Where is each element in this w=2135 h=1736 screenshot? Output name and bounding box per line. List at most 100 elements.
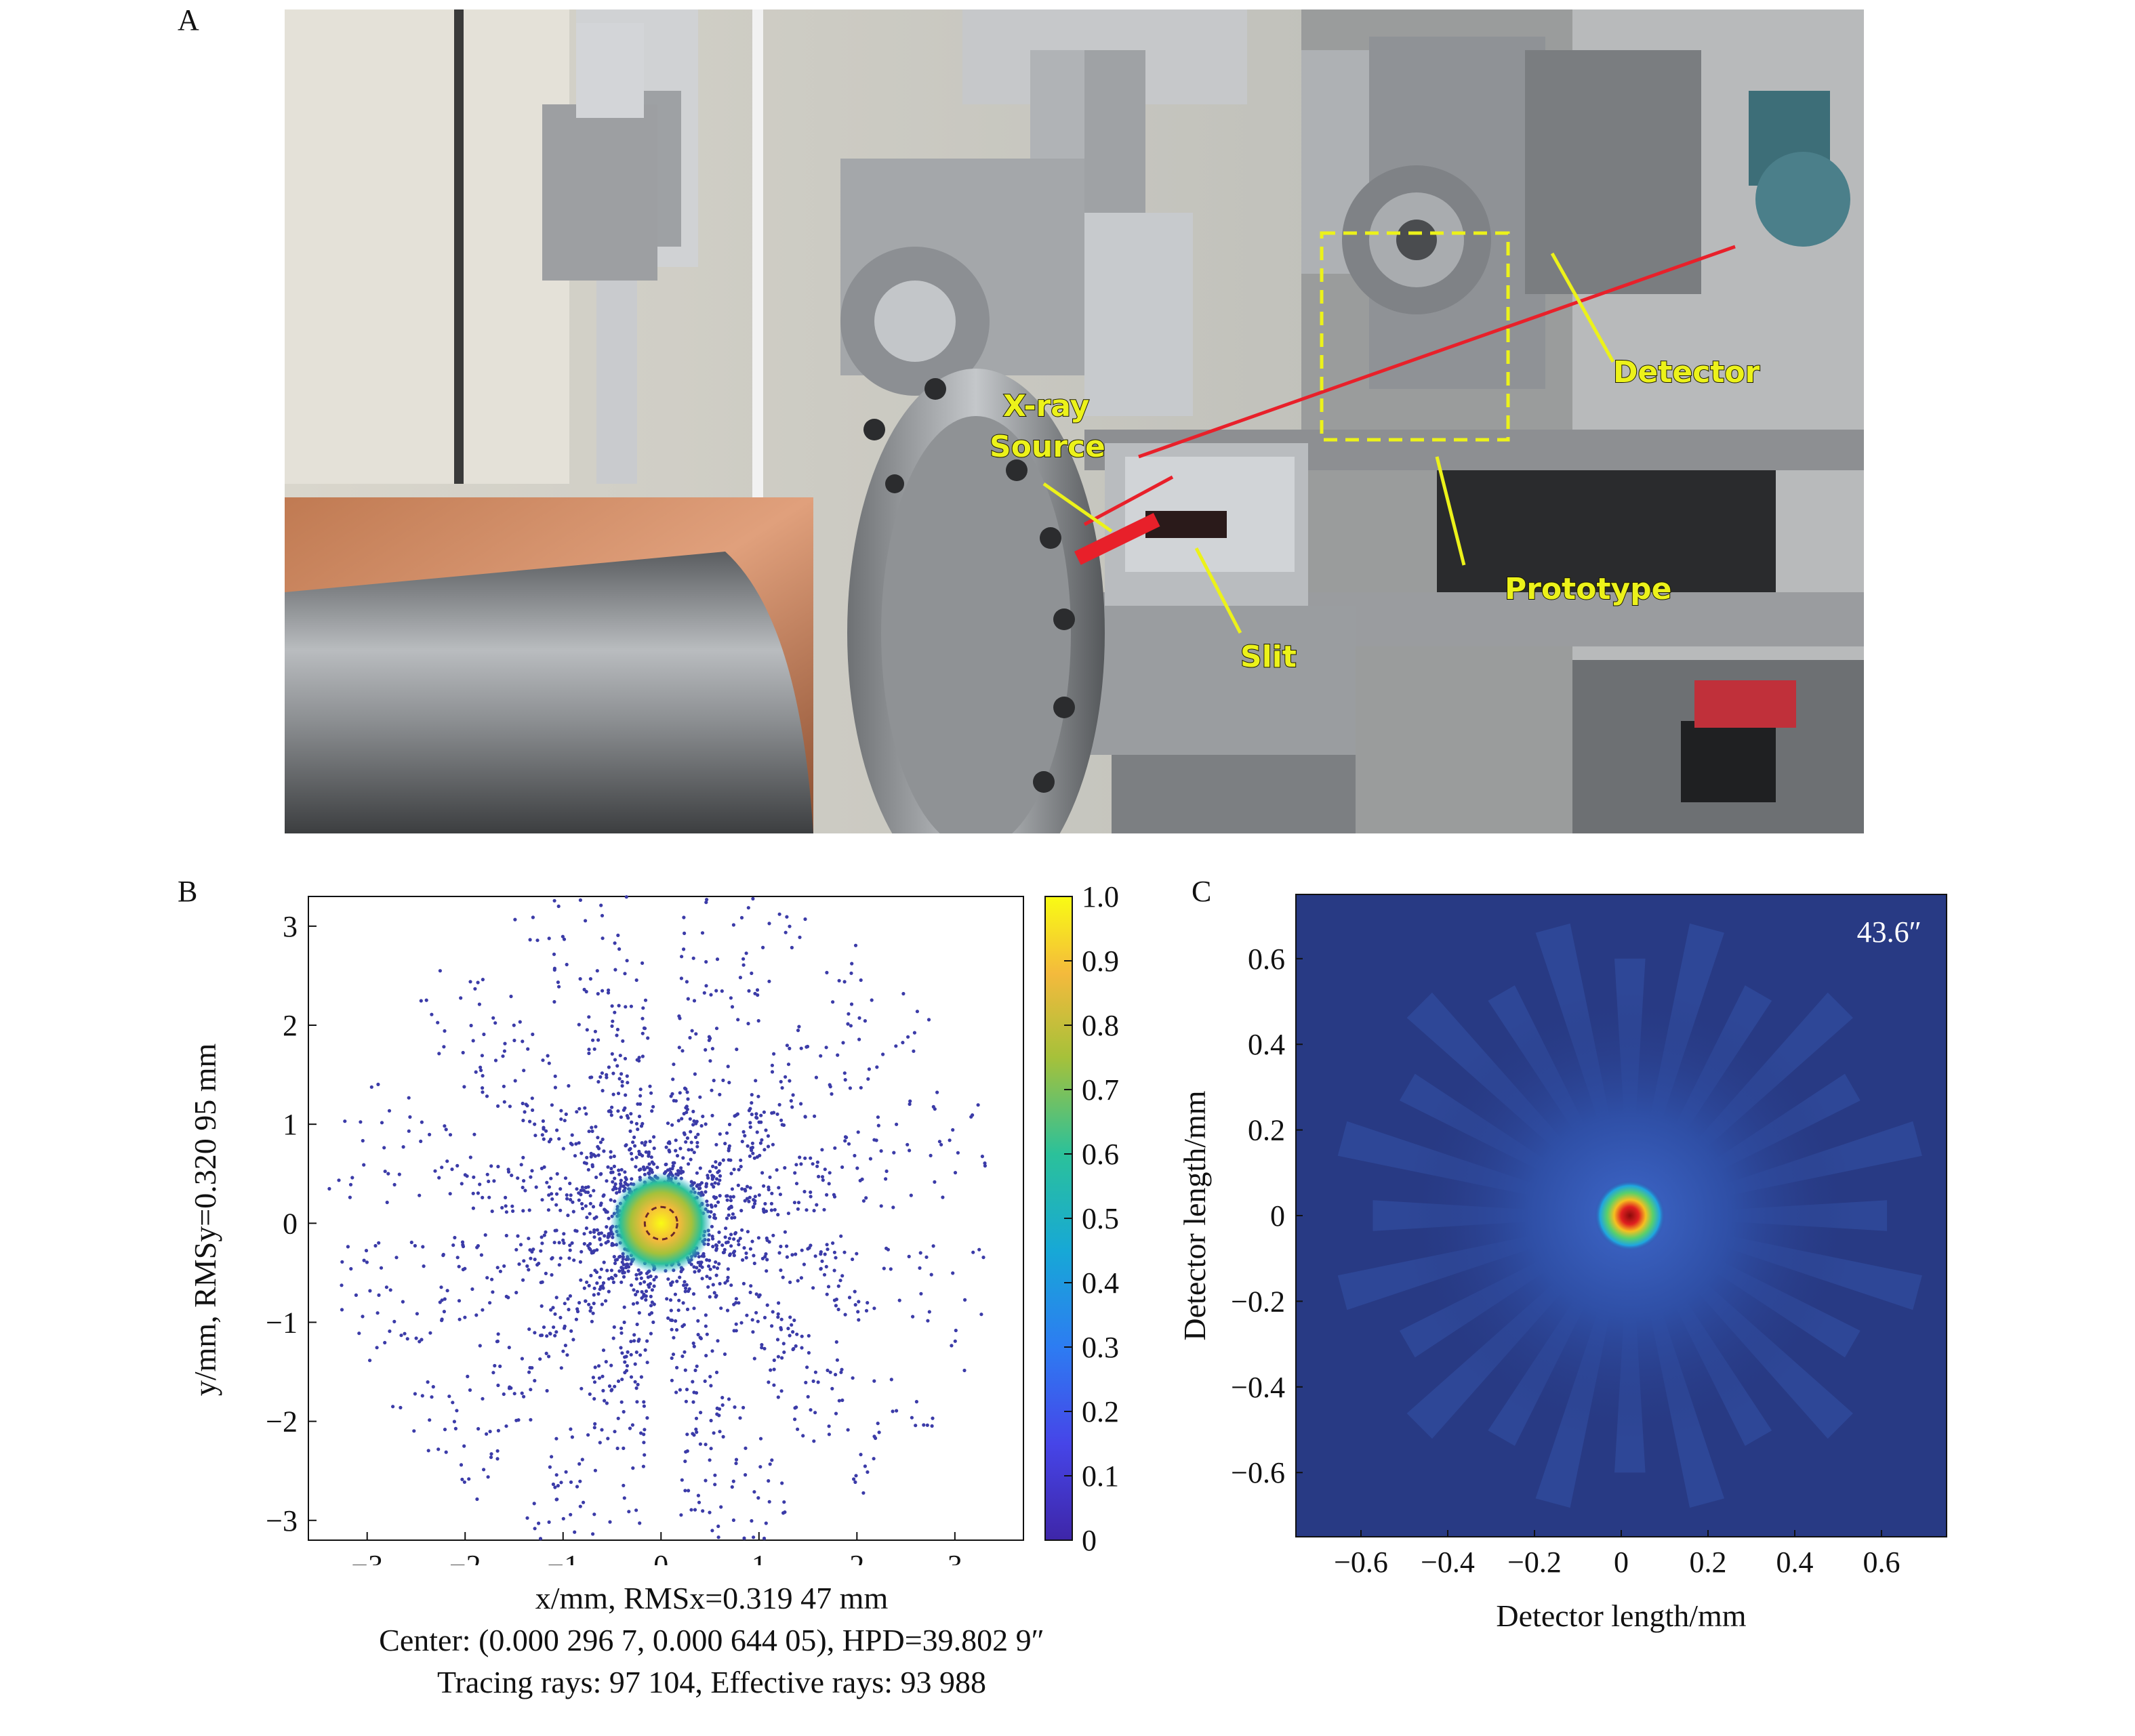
- scatter-point: [592, 1228, 596, 1232]
- scatter-point: [448, 1133, 453, 1137]
- scatter-point: [580, 1185, 585, 1189]
- scatter-point: [800, 1334, 804, 1338]
- scatter-point: [734, 1301, 738, 1305]
- scatter-point: [720, 1243, 725, 1247]
- scatter-point: [750, 1239, 754, 1243]
- scatter-point: [385, 1200, 389, 1205]
- label-xray-source-1: X-ray: [1003, 389, 1089, 423]
- scatter-point: [794, 1182, 799, 1186]
- scatter-point: [691, 1380, 695, 1384]
- scatter-point: [593, 1268, 597, 1273]
- scatter-point: [727, 1081, 731, 1085]
- scatter-point: [713, 1216, 718, 1220]
- scatter-point: [733, 1114, 737, 1118]
- scatter-point: [552, 952, 556, 956]
- scatter-point: [782, 1350, 786, 1355]
- scatter-point: [741, 1130, 746, 1134]
- scatter-point: [953, 1339, 957, 1343]
- scatter-point: [709, 1203, 713, 1207]
- scatter-point: [733, 1405, 737, 1409]
- experiment-photo-illustration: X-ray Source Slit Prototype Detector: [285, 9, 1864, 833]
- scatter-point: [977, 1247, 981, 1252]
- scatter-point: [718, 1178, 722, 1182]
- scatter-point: [569, 1197, 573, 1202]
- scatter-point: [553, 1334, 557, 1338]
- scatter-point: [561, 1238, 565, 1242]
- scatter-point: [699, 1411, 703, 1415]
- scatter-point: [596, 1364, 601, 1368]
- scatter-point: [866, 1470, 870, 1474]
- scatter-point: [633, 1380, 637, 1384]
- scatter-point: [694, 1391, 699, 1395]
- scatter-point: [780, 1481, 784, 1485]
- scatter-point: [851, 1376, 855, 1380]
- x-tick-label-c: −0.2: [1507, 1546, 1562, 1579]
- scatter-point: [768, 1175, 772, 1179]
- scatter-point: [740, 1140, 744, 1144]
- scatter-point: [704, 1313, 708, 1317]
- scatter-point: [762, 1315, 767, 1320]
- scatter-point: [753, 1199, 757, 1203]
- scatter-point: [743, 1199, 747, 1203]
- scatter-point: [561, 934, 565, 938]
- scatter-point: [533, 1331, 537, 1335]
- scatter-point: [891, 1205, 895, 1210]
- scatter-point: [610, 1105, 614, 1109]
- scatter-point: [755, 1130, 759, 1134]
- scatter-point: [852, 1477, 856, 1481]
- scatter-point: [571, 1210, 575, 1214]
- scatter-point: [711, 1283, 715, 1287]
- scatter-point: [927, 1310, 931, 1314]
- scatter-point: [620, 1351, 624, 1355]
- scatter-point: [954, 1328, 958, 1333]
- scatter-point: [739, 1209, 744, 1213]
- scatter-point: [622, 1305, 626, 1309]
- scatter-point: [686, 1097, 690, 1101]
- scatter-point: [554, 1473, 558, 1477]
- scatter-point: [650, 1300, 654, 1304]
- scatter-point: [670, 1327, 674, 1331]
- scatter-point: [740, 1228, 744, 1232]
- scatter-point: [575, 1229, 579, 1233]
- scatter-point: [691, 1292, 696, 1296]
- scatter-point: [788, 924, 792, 928]
- scatter-point: [794, 1344, 798, 1348]
- scatter-point: [707, 1035, 711, 1039]
- scatter-point: [729, 1195, 733, 1199]
- scatter-point: [591, 1376, 596, 1380]
- scatter-point: [836, 1053, 840, 1057]
- scatter-point: [700, 1265, 704, 1269]
- scatter-point: [705, 898, 709, 902]
- scatter-point: [561, 1146, 565, 1151]
- scatter-point: [600, 1428, 604, 1432]
- scatter-point: [438, 1300, 442, 1304]
- scatter-point: [564, 1112, 568, 1116]
- scatter-point: [870, 998, 874, 1002]
- scatter-point: [765, 1238, 769, 1242]
- scatter-point: [495, 1457, 500, 1461]
- scatter-point: [636, 1268, 640, 1273]
- scatter-point: [752, 1490, 756, 1494]
- scatter-point: [596, 1153, 601, 1157]
- scatter-point: [550, 1455, 554, 1459]
- scatter-point: [726, 1267, 730, 1271]
- scatter-point: [623, 1106, 627, 1110]
- scatter-point: [935, 1090, 939, 1094]
- scatter-point: [613, 1384, 617, 1388]
- scatter-point: [833, 1146, 837, 1150]
- scatter-point: [691, 1341, 695, 1345]
- scatter-point: [478, 1344, 482, 1348]
- scatter-point: [561, 1516, 565, 1521]
- scatter-point: [683, 1280, 687, 1284]
- scatter-point: [666, 1316, 670, 1320]
- scatter-point: [790, 945, 794, 950]
- scatter-point: [611, 1170, 615, 1174]
- scatter-point: [630, 1157, 634, 1161]
- scatter-point: [672, 1336, 676, 1340]
- scatter-point: [635, 1289, 640, 1294]
- scatter-point: [704, 1048, 708, 1052]
- scatter-point: [761, 1207, 766, 1212]
- scatter-point: [592, 1293, 596, 1297]
- x-tick-label: 0: [653, 1549, 668, 1565]
